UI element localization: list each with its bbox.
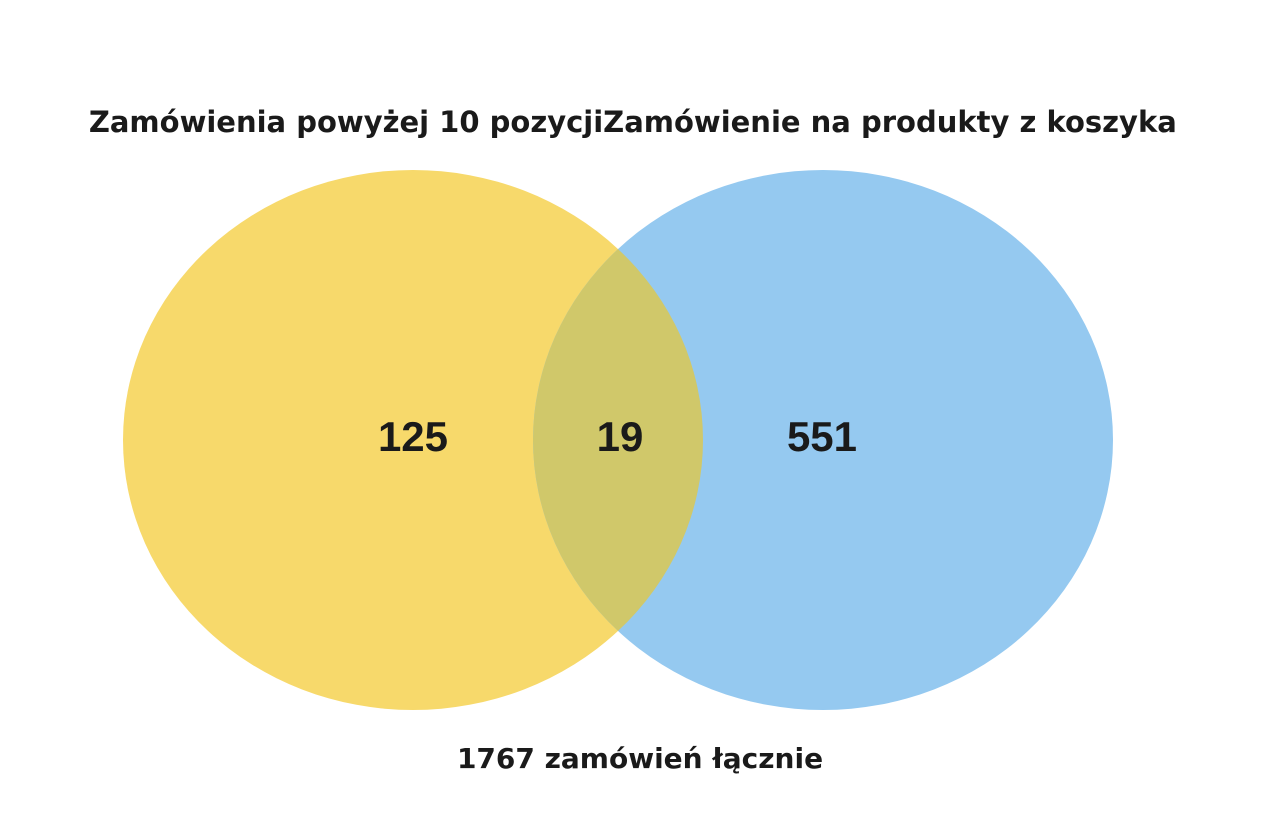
intersection-count: 19 (597, 413, 644, 460)
set-count: 551 (787, 413, 857, 460)
set-count: 125 (378, 413, 448, 460)
set-title: Zamówienie na produkty z koszyka (603, 105, 1177, 139)
set-title: Zamówienia powyżej 10 pozycji (89, 105, 603, 139)
set-circle (123, 170, 703, 710)
annotation: 1767 zamówień łącznie (457, 742, 823, 775)
set-circle (533, 170, 1113, 710)
venn-shapes (123, 170, 1113, 710)
